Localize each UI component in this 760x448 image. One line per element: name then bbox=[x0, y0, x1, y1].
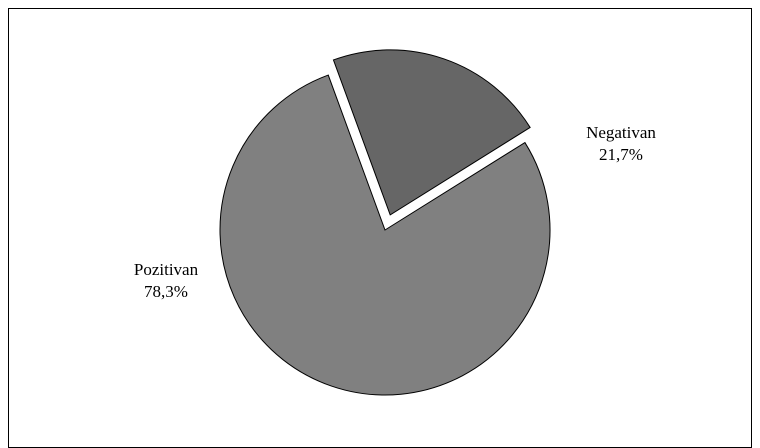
slice-label-pozitivan: Pozitivan 78,3% bbox=[134, 260, 199, 301]
slice-label-negativan: Negativan 21,7% bbox=[586, 123, 656, 164]
pie-slice-negativan bbox=[332, 49, 531, 216]
pie-chart: Pozitivan 78,3% Negativan 21,7% bbox=[134, 49, 657, 396]
pie-labels: Pozitivan 78,3% Negativan 21,7% bbox=[134, 123, 657, 301]
pie-slices bbox=[219, 49, 551, 396]
pie-slice-pozitivan bbox=[219, 74, 551, 396]
